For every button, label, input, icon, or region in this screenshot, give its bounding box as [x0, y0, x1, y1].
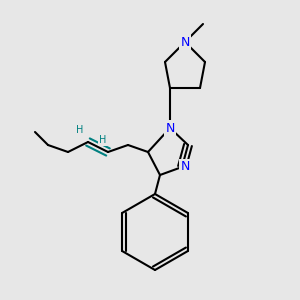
Text: N: N	[180, 160, 190, 173]
Text: N: N	[180, 35, 190, 49]
Text: N: N	[165, 122, 175, 134]
Text: H: H	[76, 125, 84, 135]
Text: H: H	[99, 135, 107, 145]
